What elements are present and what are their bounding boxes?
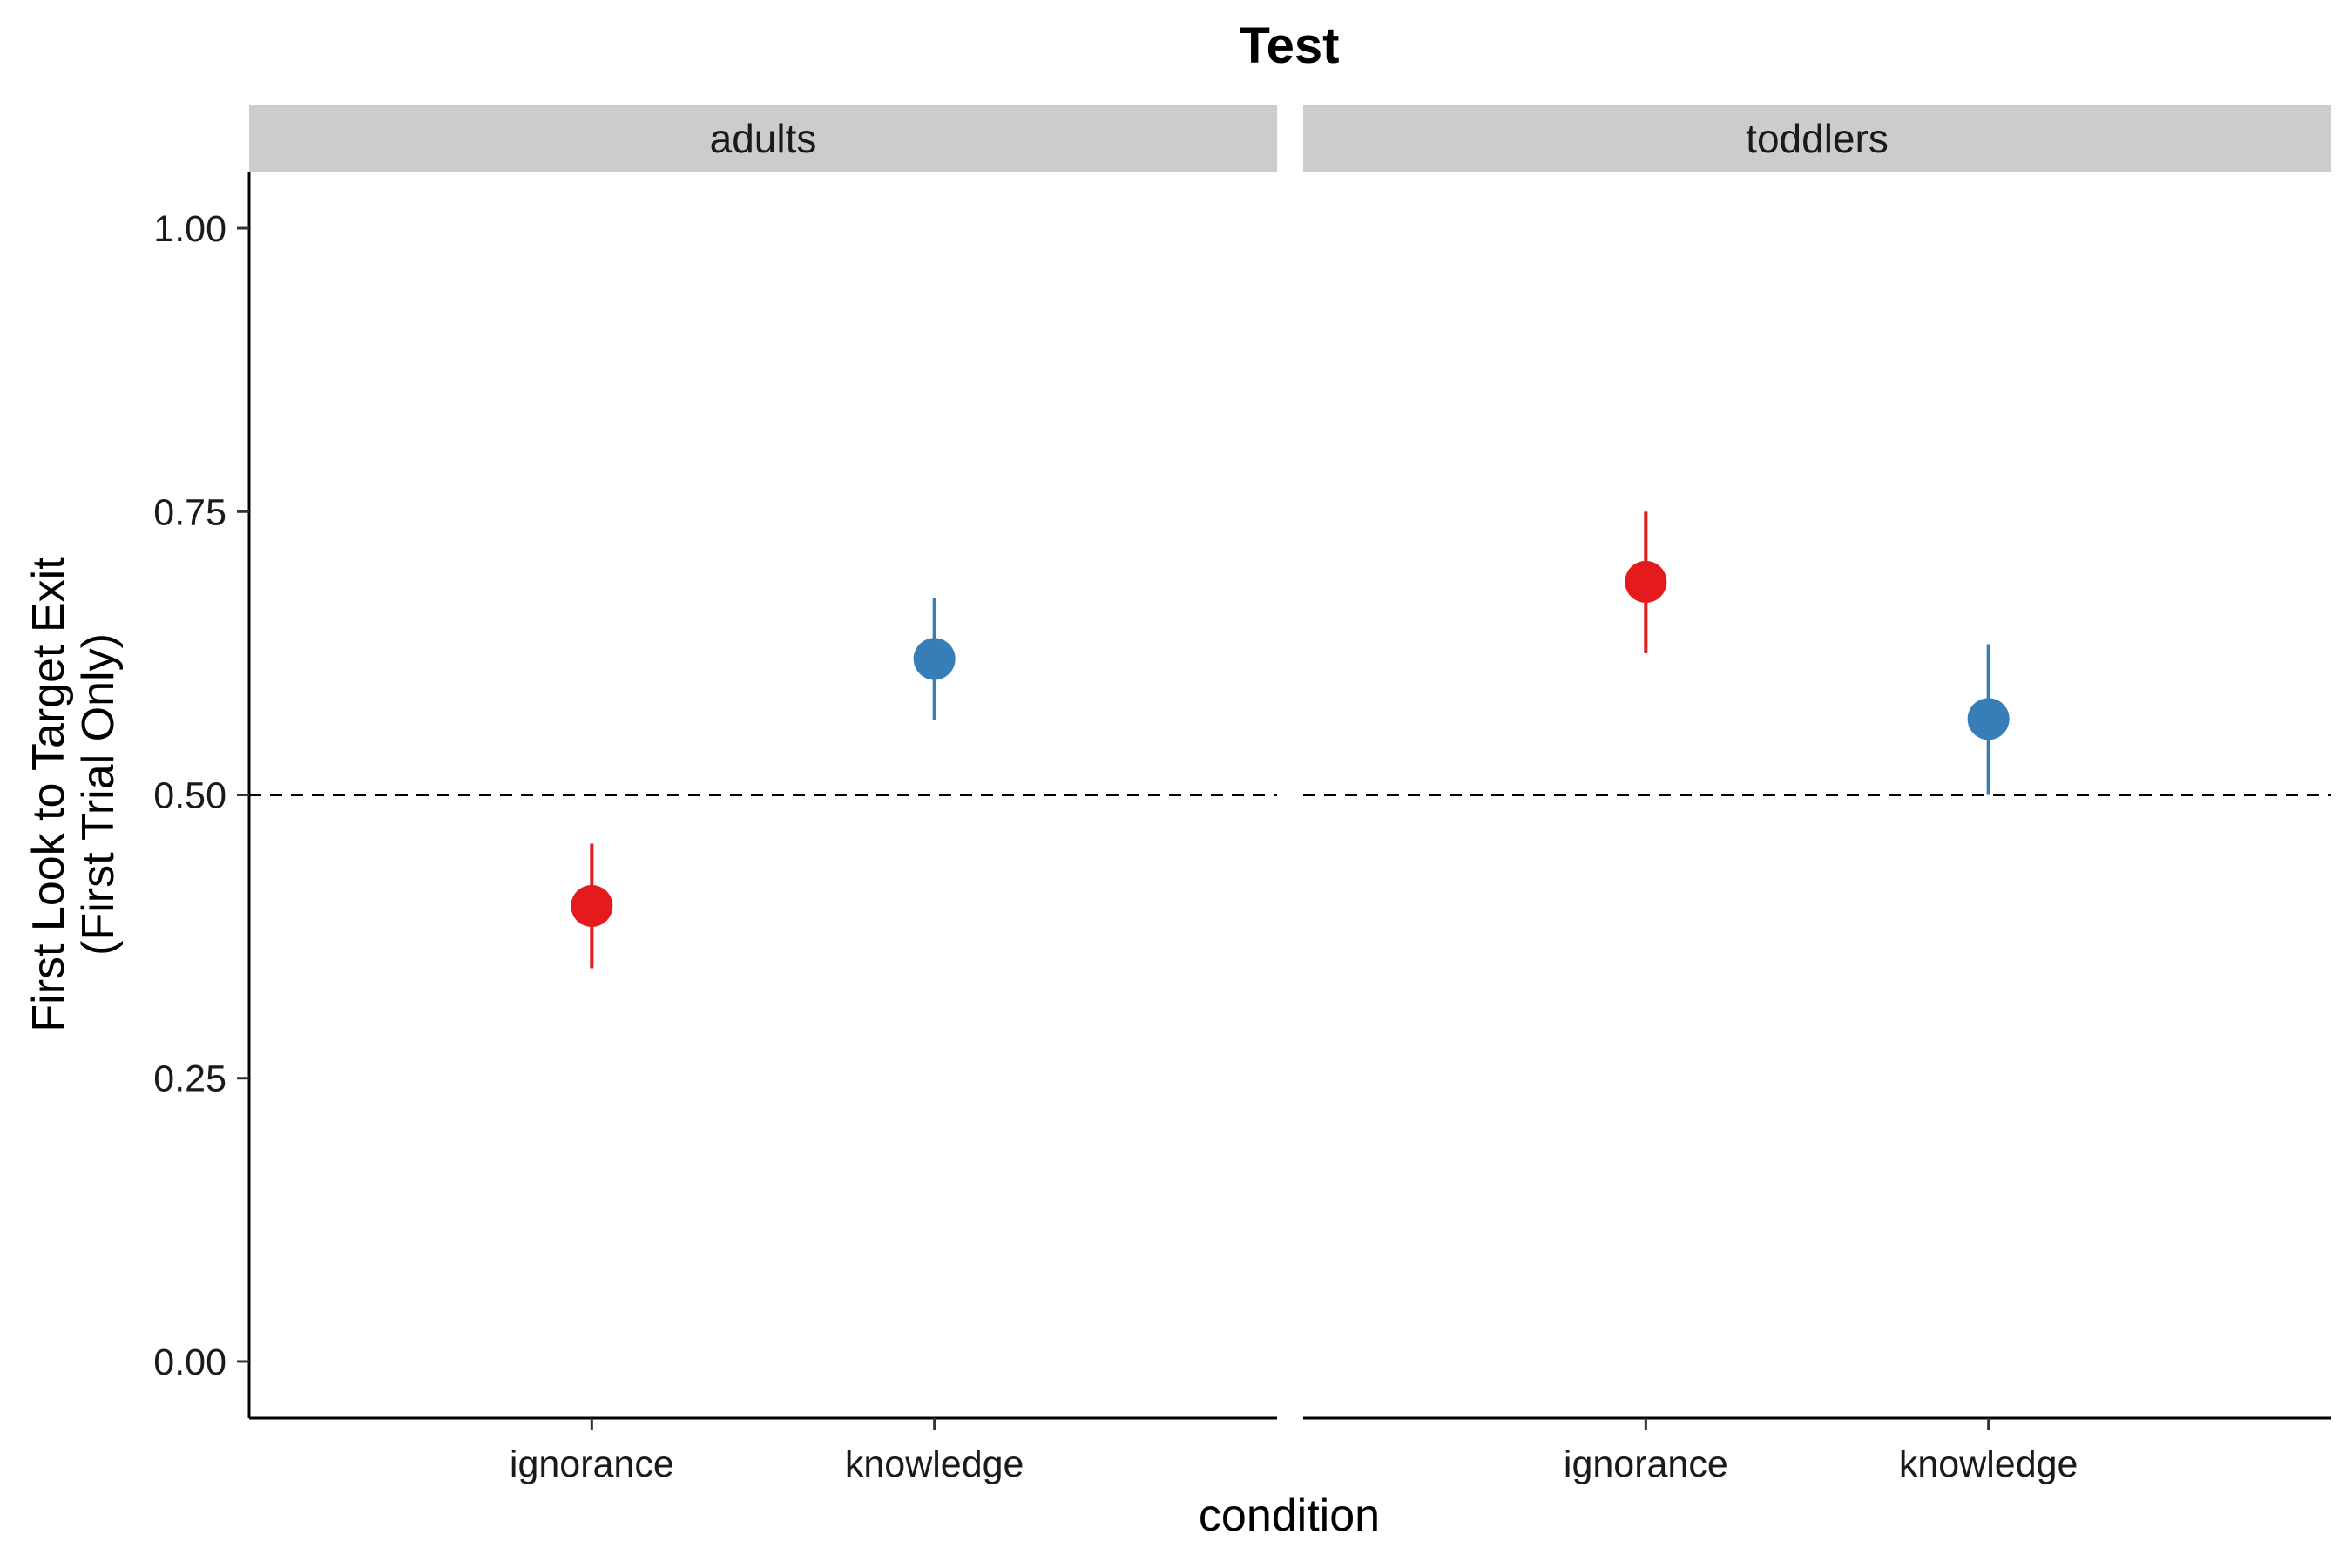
y-tick-label-2: 0.50 [153,775,226,817]
facet-strip-label-adults: adults [710,116,817,161]
facet-strip-label-toddlers: toddlers [1746,116,1889,161]
y-axis-title: First Look to Target Exit (First Trial O… [24,557,124,1032]
data-point-toddlers-ignorance [1625,560,1667,603]
y-tick-label-0: 0.00 [153,1342,226,1383]
x-tick-label-toddlers-ignorance: ignorance [1564,1443,1728,1485]
data-point-adults-knowledge [913,638,956,680]
y-tick-label-3: 0.75 [153,491,226,533]
facet-strip-toddlers [1303,105,2331,172]
data-point-toddlers-knowledge [1967,698,2010,740]
y-axis-title-line-2: (First Trial Only) [73,633,124,956]
x-tick-label-adults-ignorance: ignorance [510,1443,674,1485]
x-axis-title: condition [1199,1490,1380,1541]
y-axis-title-line-1: First Look to Target Exit [24,557,74,1032]
y-tick-label-1: 0.25 [153,1058,226,1100]
facet-strip-adults [249,105,1277,172]
plot-layer: adults ignorance knowledge 0.00 0.25 0.50 0.75… [153,105,2331,1485]
chart-title: Test [1240,17,1340,74]
y-tick-label-4: 1.00 [153,208,226,250]
data-point-adults-ignorance [571,884,613,927]
x-tick-label-toddlers-knowledge: knowledge [1899,1443,2078,1485]
x-tick-label-adults-knowledge: knowledge [845,1443,1024,1485]
